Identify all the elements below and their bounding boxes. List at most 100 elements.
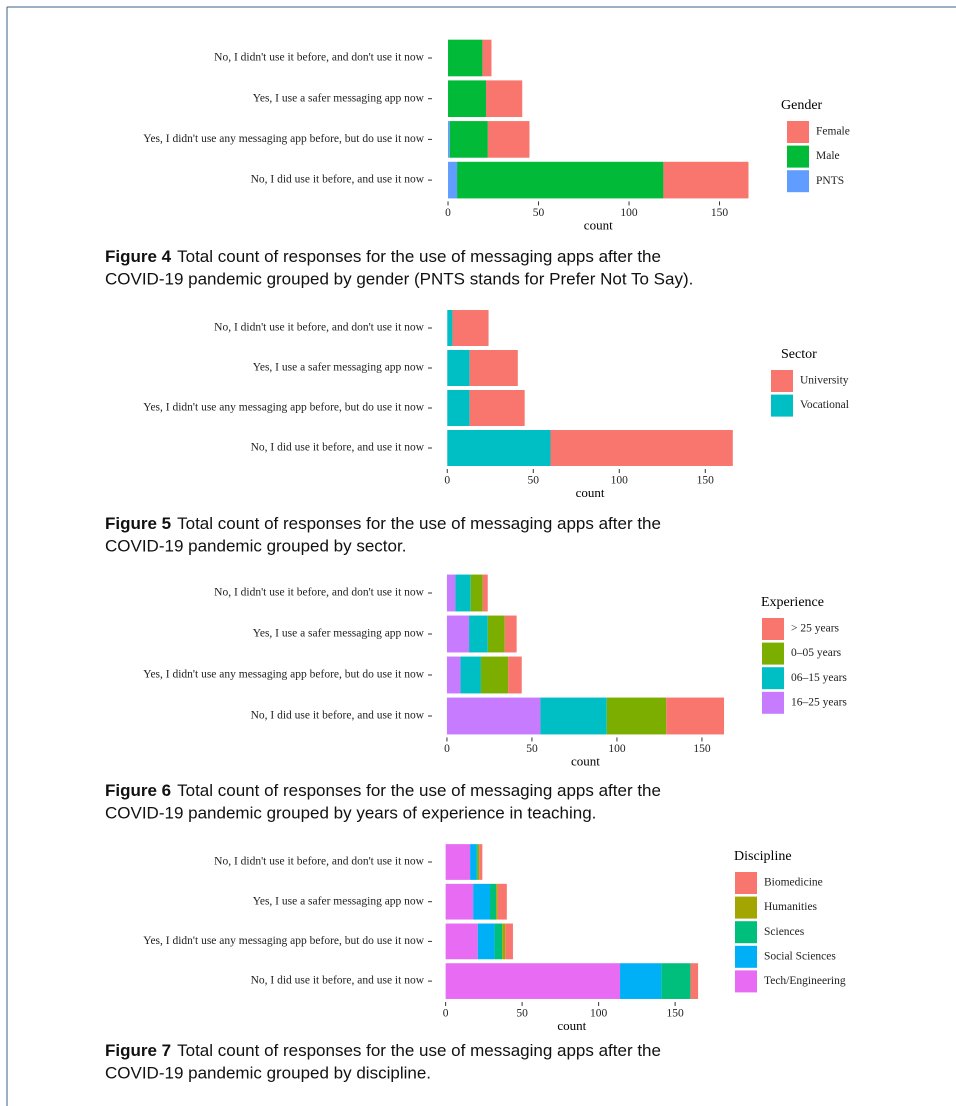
x-axis-label: count xyxy=(571,753,600,768)
legend-label: Vocational xyxy=(800,399,849,411)
legend-label: 16–25 years xyxy=(791,696,847,708)
y-tick-label: No, I didn't use it before, and don't us… xyxy=(214,322,425,334)
legend-label: Female xyxy=(816,126,850,138)
bar-segment xyxy=(448,39,483,77)
bar-segment xyxy=(445,923,478,960)
bar-segment xyxy=(448,80,487,118)
x-tick-label: 100 xyxy=(590,1008,608,1020)
x-tick-label: 50 xyxy=(528,475,540,487)
bar-segment xyxy=(447,310,453,346)
y-tick-label: Yes, I didn't use any messaging app befo… xyxy=(143,935,424,947)
bar-segment xyxy=(505,923,513,960)
legend-key xyxy=(787,121,809,143)
bar-segment xyxy=(460,656,481,694)
legend-key xyxy=(735,872,757,894)
y-tick-label: Yes, I use a safer messaging app now xyxy=(253,628,425,640)
x-tick-label: 100 xyxy=(608,743,626,755)
caption: Figure 6 Total count of responses for the… xyxy=(105,781,661,800)
legend-key xyxy=(735,945,757,968)
legend-title: Discipline xyxy=(734,849,792,864)
x-tick-label: 0 xyxy=(444,475,450,487)
y-tick-label: No, I did use it before, and use it now xyxy=(251,174,425,186)
bar-segment xyxy=(446,574,456,612)
legend-key xyxy=(762,642,784,665)
legend-label: Male xyxy=(816,150,840,162)
bar-segment xyxy=(446,697,541,735)
bar-segment xyxy=(452,310,489,346)
y-tick-label: No, I did use it before, and use it now xyxy=(251,710,425,722)
legend-key xyxy=(735,921,757,944)
bar-segment xyxy=(486,80,523,118)
bar-segment xyxy=(606,697,667,735)
bar-segment xyxy=(487,615,505,653)
caption-text: Total count of responses for the use of … xyxy=(177,247,661,266)
bar-segment xyxy=(446,615,470,653)
legend-label: 06–15 years xyxy=(791,672,847,684)
bar-segment xyxy=(457,161,664,199)
bar-segment xyxy=(550,430,733,466)
caption-text: Total count of responses for the use of … xyxy=(177,514,661,533)
x-axis-label: count xyxy=(576,485,605,500)
x-tick-label: 50 xyxy=(526,743,538,755)
caption-label: Figure 5 xyxy=(105,514,171,533)
bar-segment xyxy=(470,844,477,880)
y-tick-label: Yes, I use a safer messaging app now xyxy=(253,92,425,104)
bar-segment xyxy=(477,923,495,960)
legend-label: Humanities xyxy=(764,901,818,913)
caption-label: Figure 7 xyxy=(105,1041,171,1060)
bar-segment xyxy=(446,656,461,694)
bar-segment xyxy=(502,923,506,960)
bar-segment xyxy=(482,574,488,612)
bar-segment xyxy=(445,963,621,999)
y-tick-label: Yes, I didn't use any messaging app befo… xyxy=(143,133,424,145)
bar-segment xyxy=(469,615,488,653)
y-tick-label: No, I didn't use it before, and don't us… xyxy=(214,856,425,868)
legend-label: Biomedicine xyxy=(764,877,823,889)
legend-key xyxy=(735,970,757,993)
y-tick-label: No, I did use it before, and use it now xyxy=(251,975,425,987)
bar-segment xyxy=(473,883,490,920)
bar-segment xyxy=(455,574,471,612)
caption: Figure 7 Total count of responses for the… xyxy=(105,1041,661,1060)
y-tick-label: No, I did use it before, and use it now xyxy=(251,442,425,454)
bar-segment xyxy=(445,883,474,920)
legend-key xyxy=(771,370,793,392)
legend-label: > 25 years xyxy=(791,623,840,635)
x-tick-label: 150 xyxy=(697,475,715,487)
legend-title: Sector xyxy=(781,347,817,362)
bar-segment xyxy=(540,697,607,735)
caption-text: COVID-19 pandemic grouped by gender (PNT… xyxy=(105,269,693,288)
x-tick-label: 150 xyxy=(693,743,711,755)
x-tick-label: 0 xyxy=(443,1008,449,1020)
caption-text: COVID-19 pandemic grouped by discipline. xyxy=(105,1063,431,1082)
legend-key xyxy=(787,145,809,168)
y-tick-label: Yes, I use a safer messaging app now xyxy=(253,362,425,374)
legend-key xyxy=(735,896,757,919)
bar-segment xyxy=(479,844,483,880)
bar-segment xyxy=(448,121,450,158)
x-tick-label: 0 xyxy=(444,743,450,755)
y-tick-label: Yes, I use a safer messaging app now xyxy=(253,895,425,907)
bar-segment xyxy=(666,697,725,735)
y-tick-label: No, I didn't use it before, and don't us… xyxy=(214,52,425,64)
x-tick-label: 0 xyxy=(445,207,451,219)
legend-key xyxy=(762,691,784,714)
legend-label: Sciences xyxy=(764,926,805,938)
legend-title: Experience xyxy=(761,595,824,610)
bar-segment xyxy=(504,615,517,653)
legend-key xyxy=(771,394,793,417)
y-tick-label: Yes, I didn't use any messaging app befo… xyxy=(143,669,424,681)
caption-text: Total count of responses for the use of … xyxy=(177,781,661,800)
bar-segment xyxy=(508,656,522,694)
bar-segment xyxy=(480,656,509,694)
caption-label: Figure 6 xyxy=(105,781,171,800)
x-tick-label: 150 xyxy=(711,207,729,219)
bar-segment xyxy=(663,161,749,199)
bar-segment xyxy=(470,574,483,612)
y-tick-label: Yes, I didn't use any messaging app befo… xyxy=(143,402,424,414)
y-tick-label: No, I didn't use it before, and don't us… xyxy=(214,587,425,599)
bar-segment xyxy=(489,883,497,920)
bar-segment xyxy=(477,844,480,880)
bar-segment xyxy=(476,844,478,880)
